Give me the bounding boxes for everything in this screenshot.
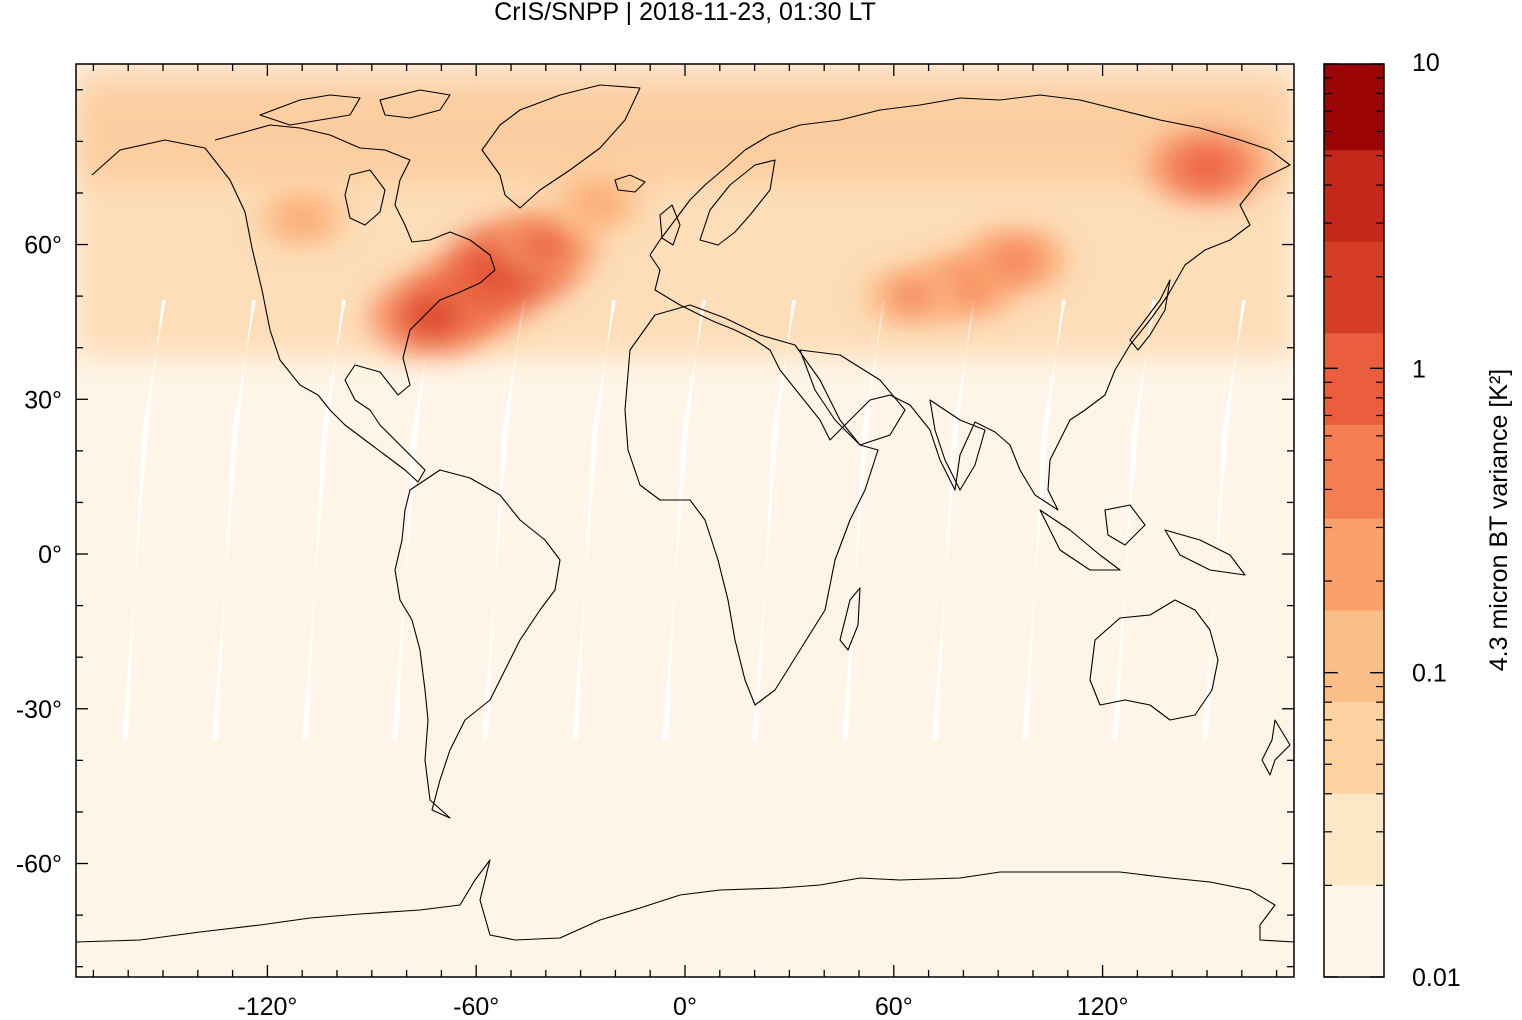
orbit-gap [752, 300, 796, 740]
orbit-gap [482, 300, 526, 740]
x-tick-label: -120° [237, 993, 297, 1020]
orbit-gap [1202, 300, 1246, 740]
colorbar-bin [1324, 793, 1384, 886]
y-tick-label: 30° [24, 386, 62, 414]
orbit-gap [392, 300, 436, 740]
hotspot-core [1178, 147, 1236, 187]
coastlines [76, 84, 1294, 943]
x-tick-label: 120° [1077, 993, 1129, 1020]
orbit-gap [302, 300, 346, 740]
colorbar-tick-label: 0.01 [1412, 964, 1461, 992]
orbit-gap [572, 300, 616, 740]
map-plot-area [76, 64, 1294, 977]
colorbar-bin [1324, 242, 1384, 334]
colorbar-bin [1324, 518, 1384, 611]
x-tick-label: 60° [875, 993, 913, 1020]
colorbar-tick-label: 10 [1412, 49, 1440, 77]
colorbar-bin [1324, 150, 1384, 243]
hotspot-core [400, 295, 462, 338]
orbit-gap [842, 300, 886, 740]
colorbar: 10 1 0.1 0.01 4.3 micron BT variance [K²] [1323, 49, 1513, 992]
colorbar-bin [1324, 610, 1384, 703]
orbit-gap [212, 300, 256, 740]
data-swath-bands [76, 64, 1294, 359]
x-axis: -120° -60° 0° 60° 120° [92, 64, 1278, 1020]
hotspot-core [990, 242, 1042, 278]
colorbar-tick-label: 1 [1412, 355, 1426, 383]
y-tick-label: -30° [16, 696, 62, 724]
y-tick-label: 0° [38, 541, 62, 569]
y-tick-label: -60° [16, 851, 62, 879]
hotspot-core [575, 187, 621, 220]
x-tick-label: 0° [673, 993, 697, 1020]
hotspot-core [518, 225, 573, 264]
colorbar-bin [1324, 64, 1384, 151]
colorbar-bin [1324, 885, 1384, 977]
colorbar-bin [1324, 333, 1384, 426]
orbit-gap [122, 300, 166, 740]
orbit-gap [1112, 300, 1156, 740]
orbit-gap [662, 300, 706, 740]
chart-title: CrIS/SNPP | 2018-11-23, 01:30 LT [494, 0, 876, 26]
hotspot-core [886, 278, 937, 314]
variance-hotspots [256, 131, 1265, 356]
colorbar-ticks: 10 1 0.1 0.01 [1324, 49, 1461, 992]
hotspot-core [279, 202, 326, 235]
x-tick-label: -60° [453, 993, 499, 1020]
y-tick-label: 60° [24, 232, 62, 260]
orbit-gap [932, 300, 976, 740]
colorbar-tick-label: 0.1 [1412, 660, 1447, 688]
y-axis: 60° 30° 0° -30° -60° [16, 89, 1294, 968]
colorbar-bin [1324, 425, 1384, 519]
orbit-gaps [122, 300, 1294, 740]
colorbar-label: 4.3 micron BT variance [K²] [1485, 369, 1513, 671]
polar-band [76, 64, 1294, 183]
orbit-gap [1022, 300, 1066, 740]
colorbar-frame [1323, 63, 1385, 978]
colorbar-bins [1324, 64, 1384, 977]
colorbar-bin [1324, 702, 1384, 794]
